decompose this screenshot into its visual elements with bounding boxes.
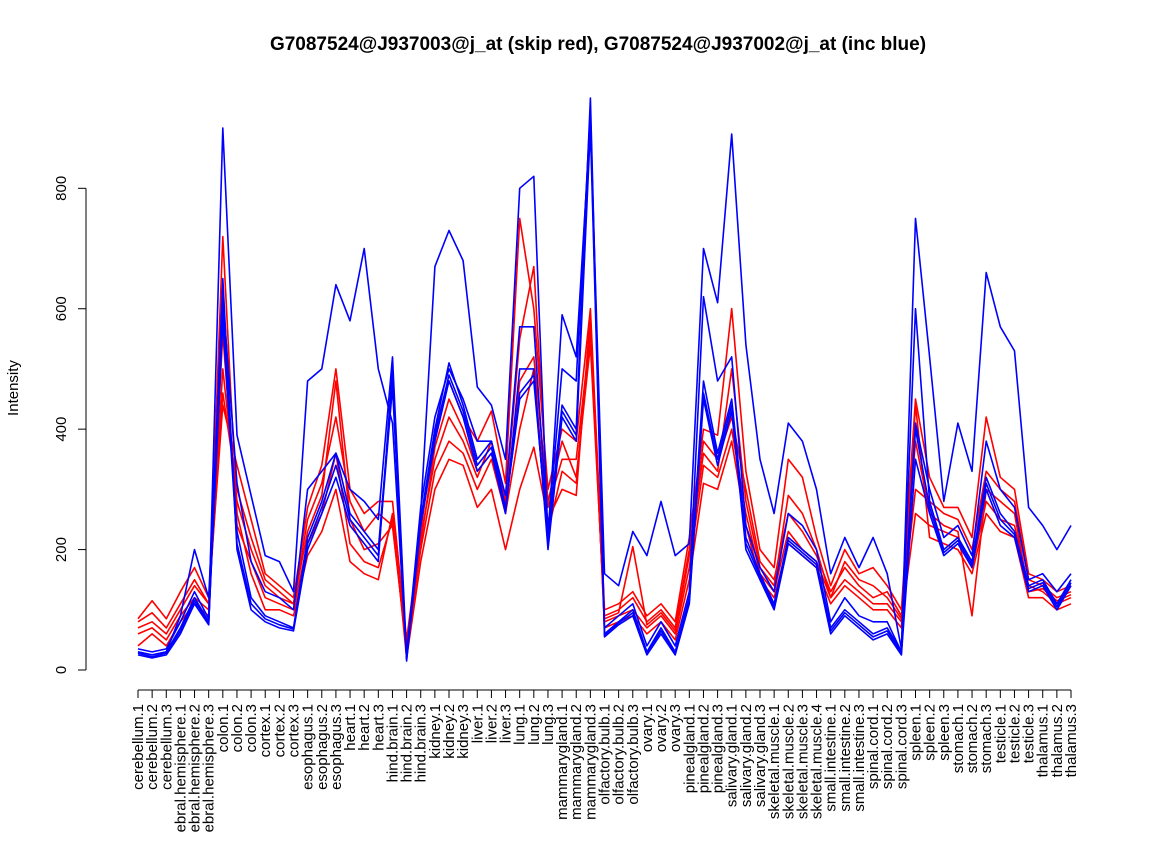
x-tick-label: liver.1 [469, 704, 486, 743]
x-tick-label: small.intestine.3 [851, 704, 868, 812]
x-tick-label: testicle.2 [1006, 704, 1023, 763]
x-tick-label: salivary.gland.2 [738, 704, 755, 807]
x-tick-label: esophagus.2 [314, 704, 331, 790]
chart-title: G7087524@J937003@j_at (skip red), G70875… [270, 34, 926, 55]
x-tick-label: lung.2 [526, 704, 543, 745]
x-tick-label: stomach.1 [950, 704, 967, 773]
x-tick-label: pinealgland.3 [710, 704, 727, 793]
x-tick-label: thalamus.1 [1035, 704, 1052, 777]
x-tick-label: ebral.hemisphere.1 [172, 704, 189, 832]
x-tick-label: small.intestine.2 [837, 704, 854, 812]
x-tick-label: salivary.gland.3 [752, 704, 769, 807]
x-tick-label: colon.3 [243, 704, 260, 752]
x-tick-label: heart.3 [370, 704, 387, 751]
x-tick-label: lung.1 [512, 704, 529, 745]
x-tick-label: cerebellum.2 [144, 704, 161, 790]
series-line-blue-10 [137, 115, 1072, 661]
y-axis: 0 200 400 600 800 [53, 176, 87, 674]
x-tick-label: liver.3 [498, 704, 515, 743]
x-tick-label: kidney.2 [441, 704, 458, 759]
x-tick-label: spinal.cord.1 [865, 704, 882, 789]
x-tick-label: kidney.1 [427, 704, 444, 759]
x-tick-label: hind.brain.1 [384, 704, 401, 782]
x-tick-label: olfactory.bulb.2 [611, 704, 628, 805]
x-tick-label: cerebellum.1 [130, 704, 147, 790]
x-tick-label: olfactory.bulb.1 [597, 704, 614, 805]
x-tick-label: ebral.hemisphere.3 [201, 704, 218, 832]
x-tick-label: hind.brain.2 [399, 704, 416, 782]
x-tick-label: pinealgland.1 [681, 704, 698, 793]
x-tick-label: cerebellum.3 [158, 704, 175, 790]
x-tick-label: small.intestine.1 [823, 704, 840, 812]
x-tick-label: cortex.3 [286, 704, 303, 757]
x-tick-label: spinal.cord.3 [893, 704, 910, 789]
x-tick-label: lung.3 [540, 704, 557, 745]
x-tick-label: esophagus.1 [300, 704, 317, 790]
x-tick-label: mammarygland.3 [582, 704, 599, 820]
x-tick-label: skeletal.muscle.2 [780, 704, 797, 819]
x-tick-label: spleen.1 [908, 704, 925, 761]
x-tick-label: ebral.hemisphere.2 [187, 704, 204, 832]
x-tick-label: testicle.3 [1021, 704, 1038, 763]
y-axis-label: Intensity [5, 360, 22, 416]
x-tick-label: esophagus.3 [328, 704, 345, 790]
x-tick-label: mammarygland.1 [554, 704, 571, 820]
x-tick-label: thalamus.2 [1049, 704, 1066, 777]
series-line-blue-8 [137, 121, 1072, 659]
y-tick-label: 400 [53, 417, 70, 442]
x-tick-label: olfactory.bulb.3 [625, 704, 642, 805]
x-tick-label: kidney.3 [455, 704, 472, 759]
y-tick-label: 0 [53, 666, 70, 674]
x-tick-label: colon.2 [229, 704, 246, 752]
x-tick-label: testicle.1 [992, 704, 1009, 763]
x-tick-label: cortex.2 [271, 704, 288, 757]
x-tick-label: heart.2 [356, 704, 373, 751]
x-tick-label: ovary.3 [667, 704, 684, 752]
x-tick-label: spleen.3 [936, 704, 953, 761]
y-tick-label: 200 [53, 537, 70, 562]
y-tick-label: 600 [53, 296, 70, 321]
x-tick-label: ovary.1 [639, 704, 656, 752]
x-tick-label: spleen.2 [922, 704, 939, 761]
x-tick-label: spinal.cord.2 [879, 704, 896, 789]
x-tick-label: thalamus.3 [1063, 704, 1080, 777]
x-tick-label: skeletal.muscle.4 [809, 704, 826, 819]
x-tick-label: hind.brain.3 [413, 704, 430, 782]
x-tick-label: ovary.2 [653, 704, 670, 752]
x-tick-label: cortex.1 [257, 704, 274, 757]
x-tick-label: skeletal.muscle.3 [794, 704, 811, 819]
x-axis: cerebellum.1cerebellum.2cerebellum.3ebra… [130, 689, 1080, 832]
x-tick-label: stomach.3 [978, 704, 995, 773]
x-tick-label: colon.1 [215, 704, 232, 752]
series-line-blue-7 [137, 127, 1072, 662]
x-tick-label: skeletal.muscle.1 [766, 704, 783, 819]
x-tick-label: salivary.gland.1 [724, 704, 741, 807]
x-tick-label: heart.1 [342, 704, 359, 751]
x-tick-label: pinealgland.2 [695, 704, 712, 793]
y-tick-label: 800 [53, 176, 70, 201]
x-tick-label: liver.2 [483, 704, 500, 743]
x-tick-label: mammarygland.2 [568, 704, 585, 820]
series-layer [137, 97, 1072, 662]
x-tick-label: stomach.2 [964, 704, 981, 773]
